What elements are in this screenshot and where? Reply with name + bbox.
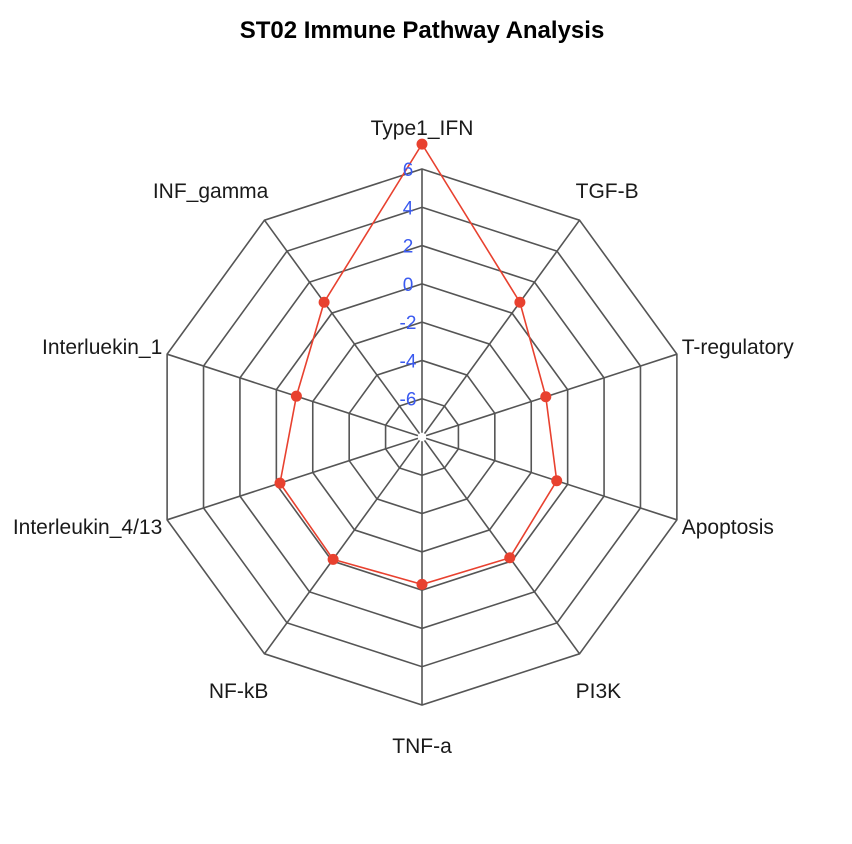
axis-spoke [423,219,581,435]
axis-label: Interluekin_1 [42,336,162,359]
axis-label: TNF-a [392,735,452,758]
axis-labels: Type1_IFN TGF-B T-regulatory Apoptosis PI3K T… [13,117,794,758]
axis-spoke [263,219,421,435]
axis-label: Interleukin_4/13 [13,516,162,539]
axis-spoke [263,439,421,655]
data-point [514,296,526,308]
axis-label: INF_gamma [153,180,269,203]
tick-label: -4 [400,351,417,372]
tick-label: -2 [400,313,417,334]
tick-label: 6 [403,160,414,181]
axis-label: Type1_IFN [371,117,474,140]
data-point [551,475,563,487]
data-point [290,390,302,402]
tick-label: 2 [403,237,414,258]
data-point [274,477,286,489]
data-point [540,391,552,403]
chart-title: ST02 Immune Pathway Analysis [240,17,605,44]
axis-spoke [423,439,581,655]
data-point [327,553,339,565]
axis-label: Apoptosis [682,516,774,539]
tick-label: 0 [403,275,414,296]
axis-label: PI3K [576,680,622,703]
data-point [504,552,516,564]
data-point [318,296,330,308]
axis-spoke [425,437,678,521]
grid [166,168,678,706]
series-line [279,142,558,586]
tick-labels: 6 4 2 0 -2 -4 -6 [400,160,417,411]
axis-spoke [166,437,419,521]
tick-label: -6 [400,390,417,411]
axis-spoke [425,353,678,437]
axis-label: NF-kB [209,680,269,703]
tick-label: 4 [403,198,414,219]
data-point [416,578,428,590]
axis-label: TGF-B [576,180,639,203]
data-point [416,138,428,150]
series [274,138,563,590]
axis-label: T-regulatory [682,336,795,359]
